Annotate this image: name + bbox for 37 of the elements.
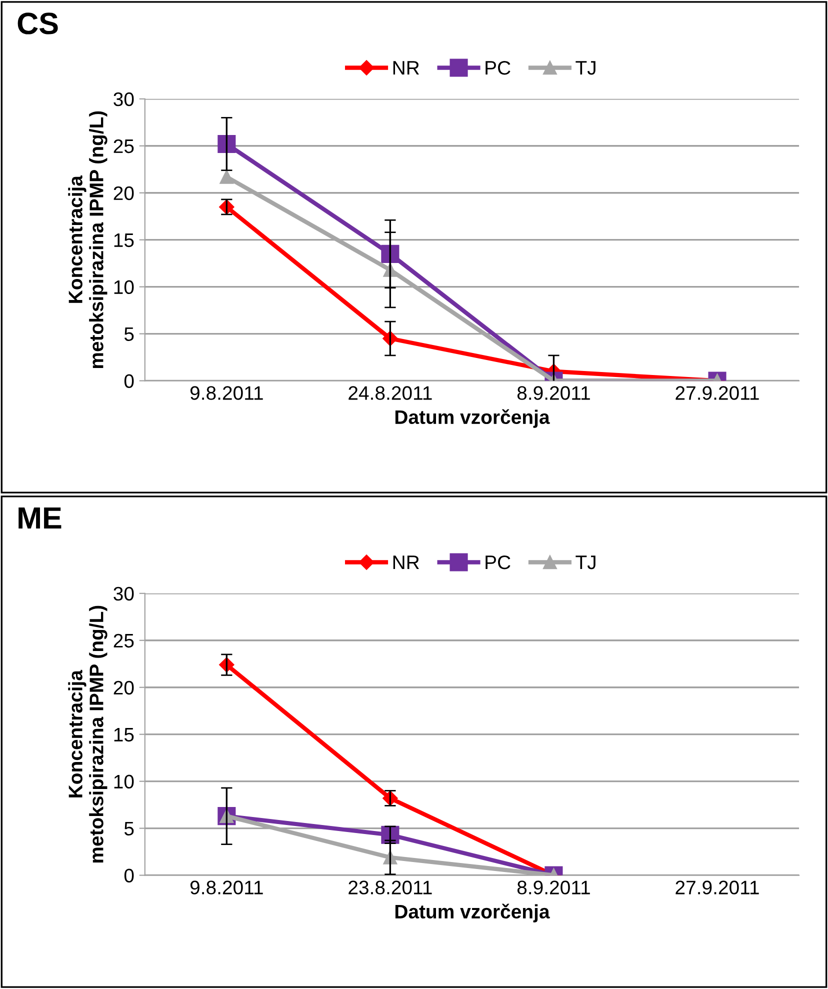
y-tick-label: 5 [124,327,134,342]
y-tick-label: 10 [114,280,134,294]
y-tick-label: 15 [114,728,134,742]
x-tick-label: 27.9.2011 [676,880,759,894]
x-tick-label: 24.8.2011 [348,386,432,400]
x-tick-label: 9.8.2011 [190,880,263,894]
y-tick-label: 30 [114,586,134,601]
x-tick-label: 23.8.2011 [348,880,432,894]
y-tick-label: 15 [114,234,134,248]
y-tick-label: 10 [114,774,134,789]
legend-label: NR [393,61,419,75]
legend-label: PC [486,60,510,75]
x-tick-label: 9.8.2011 [190,386,263,400]
y-tick-label: 30 [114,92,134,106]
y-tick-label: 0 [124,868,134,882]
x-axis-title: Datum vzorčenja [395,409,550,428]
y-tick-label: 20 [114,680,134,695]
legend-label: TJ [576,61,596,75]
legend-label: PC [486,555,510,570]
y-tick-label: 0 [124,374,134,388]
y-tick-label: 5 [124,822,134,836]
legend-label: NR [393,556,419,570]
x-tick-label: 8.9.2011 [517,386,590,400]
y-tick-label: 20 [114,186,134,200]
chart-title: CS [18,12,58,34]
chart-title: ME [18,507,62,529]
y-tick-label: 25 [114,634,134,648]
y-axis-title: Koncentracija metoksipirazina IPMP (ng/L) [68,606,108,863]
y-axis-title: Koncentracija metoksipirazina IPMP (ng/L) [68,111,108,368]
y-tick-label: 25 [114,139,134,154]
point [218,134,236,154]
point [220,170,234,184]
legend-label: TJ [576,556,596,570]
x-axis-title: Datum vzorčenja [395,904,550,922]
x-tick-label: 27.9.2011 [676,386,759,400]
x-tick-label: 8.9.2011 [517,880,590,894]
point [381,244,400,263]
